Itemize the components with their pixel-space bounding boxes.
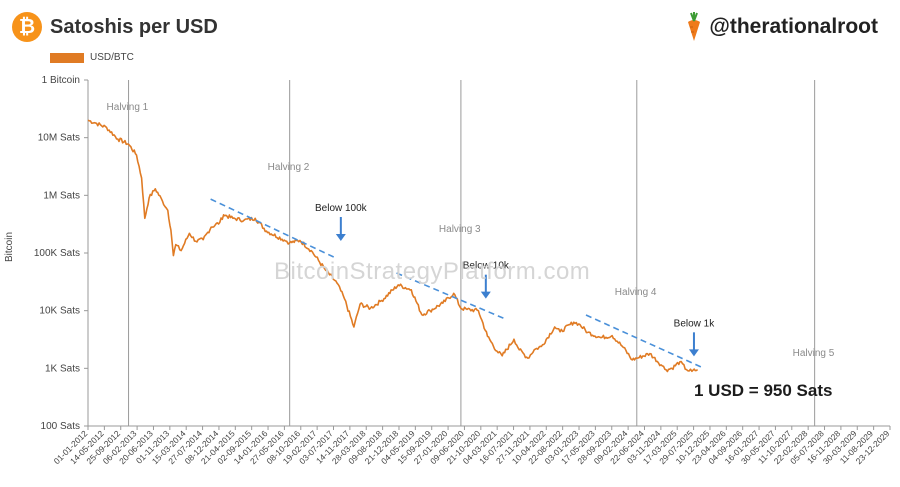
legend-label: USD/BTC xyxy=(90,52,134,63)
halving-label: Halving 5 xyxy=(793,348,835,359)
annotation-arrow-head xyxy=(480,291,491,299)
series-line-usd-btc xyxy=(87,119,699,373)
halving-label: Halving 3 xyxy=(439,224,481,235)
author-handle: @therationalroot xyxy=(685,12,878,42)
carrot-icon xyxy=(688,12,701,41)
halving-label: Halving 1 xyxy=(107,102,149,113)
annotation-arrow-head xyxy=(688,349,699,357)
y-tick-label: 1M Sats xyxy=(43,190,80,201)
trendline xyxy=(210,198,338,260)
watermark: BitcoinStrategyPlatform.com xyxy=(274,258,591,285)
annotation-label: Below 10k xyxy=(463,261,510,272)
trendline xyxy=(585,314,702,368)
sats-per-usd-stat: 1 USD = 950 Sats xyxy=(694,381,833,400)
y-tick-label: 100 Sats xyxy=(41,421,80,432)
y-tick-label: 10K Sats xyxy=(39,306,80,317)
legend: USD/BTC xyxy=(50,52,134,63)
chart-header: ₿ Satoshis per USD @therationalroot USD/… xyxy=(0,0,900,70)
author-handle-text: @therationalroot xyxy=(709,15,878,38)
y-tick-label: 100K Sats xyxy=(34,248,80,259)
annotation-arrow-head xyxy=(335,234,346,241)
halving-label: Halving 2 xyxy=(268,162,310,173)
legend-swatch xyxy=(50,52,84,63)
chart-title: Satoshis per USD xyxy=(50,16,218,38)
y-tick-label: 10M Sats xyxy=(38,133,80,144)
bitcoin-logo-icon: ₿ xyxy=(12,12,42,42)
annotation-label: Below 1k xyxy=(674,318,716,329)
annotation-label: Below 100k xyxy=(315,203,368,214)
y-tick-label: 1 Bitcoin xyxy=(42,75,80,86)
y-tick-label: 1K Sats xyxy=(45,363,80,374)
halving-label: Halving 4 xyxy=(615,287,657,298)
